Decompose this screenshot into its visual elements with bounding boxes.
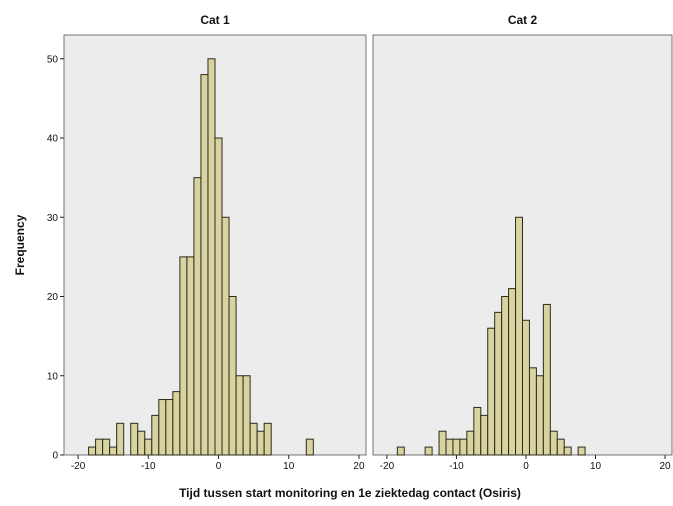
histogram-bar bbox=[424, 446, 433, 456]
histogram-bar bbox=[242, 375, 251, 456]
histogram-bar bbox=[487, 327, 496, 456]
histogram-bar bbox=[158, 399, 167, 456]
x-tick-label: -10 bbox=[141, 461, 156, 472]
histogram-bar bbox=[116, 422, 125, 456]
histogram-bar bbox=[249, 422, 258, 456]
histogram-bar bbox=[396, 446, 405, 456]
histogram-bar bbox=[577, 446, 586, 456]
histogram-bar bbox=[235, 375, 244, 456]
histogram-bar bbox=[200, 74, 209, 456]
histogram-bar bbox=[535, 375, 544, 456]
histogram-bar bbox=[563, 446, 572, 456]
histogram-bar bbox=[207, 58, 216, 456]
panel-title: Cat 1 bbox=[200, 13, 230, 27]
y-tick-label: 50 bbox=[47, 54, 59, 65]
panel-2: Cat 2 -20 -10 0 10 20 bbox=[372, 13, 673, 472]
histogram-bar bbox=[452, 438, 461, 456]
histogram-bar bbox=[549, 430, 558, 456]
x-tick-label: 20 bbox=[659, 461, 671, 472]
histogram-bar bbox=[542, 303, 551, 456]
histogram-bar bbox=[508, 288, 517, 456]
histogram-bar bbox=[494, 311, 503, 456]
histogram-bar bbox=[193, 177, 202, 456]
histogram-bar bbox=[445, 438, 454, 456]
x-axis-label: Tijd tussen start monitoring en 1e ziekt… bbox=[179, 486, 521, 500]
histogram-bar bbox=[221, 216, 230, 456]
panel-1: Cat 1 -20 -10 0 10 20 0 10 20 30 40 50 bbox=[47, 13, 367, 472]
histogram-bar bbox=[228, 296, 237, 456]
histogram-bar bbox=[179, 256, 188, 456]
histogram-bar bbox=[459, 438, 468, 456]
x-tick-label: 20 bbox=[353, 461, 365, 472]
x-tick-label: 10 bbox=[590, 461, 602, 472]
histogram-bar bbox=[480, 414, 489, 456]
histogram-bar bbox=[165, 399, 174, 456]
y-tick-label: 30 bbox=[47, 213, 59, 224]
y-tick-label: 40 bbox=[47, 134, 59, 145]
histogram-bar bbox=[137, 430, 146, 456]
histogram-bar bbox=[109, 446, 118, 456]
panels-group: Cat 1 -20 -10 0 10 20 0 10 20 30 40 50 Cat 2 -20 -10 0 1… bbox=[47, 13, 673, 472]
x-tick-label: -20 bbox=[380, 461, 395, 472]
histogram-bar bbox=[214, 137, 223, 456]
y-tick-label: 0 bbox=[52, 451, 58, 462]
histogram-bar bbox=[172, 391, 181, 456]
histogram-bar bbox=[528, 367, 537, 456]
histogram-bar bbox=[556, 438, 565, 456]
histogram-bar bbox=[466, 430, 475, 456]
histogram-bar bbox=[102, 438, 111, 456]
histogram-bar bbox=[144, 438, 153, 456]
histogram-bar bbox=[130, 422, 139, 456]
x-tick-label: -20 bbox=[71, 461, 86, 472]
histogram-bar bbox=[501, 296, 510, 456]
histogram-bar bbox=[256, 430, 265, 456]
histogram-bar bbox=[522, 319, 530, 456]
panel-title: Cat 2 bbox=[508, 13, 538, 27]
x-tick-label: -10 bbox=[449, 461, 464, 472]
histogram-bar bbox=[88, 446, 97, 456]
histogram-bar bbox=[438, 430, 447, 456]
y-tick-label: 20 bbox=[47, 292, 59, 303]
y-tick-label: 10 bbox=[47, 371, 59, 382]
x-tick-label: 10 bbox=[283, 461, 295, 472]
x-tick-label: 0 bbox=[216, 461, 222, 472]
histogram-bar bbox=[186, 256, 195, 456]
y-axis-label: Frequency bbox=[13, 214, 27, 275]
x-tick-label: 0 bbox=[523, 461, 529, 472]
histogram-bar bbox=[515, 216, 523, 456]
histogram-bar bbox=[95, 438, 104, 456]
histogram-bar bbox=[263, 422, 272, 456]
histogram-bar bbox=[473, 406, 482, 456]
histogram-bar bbox=[305, 438, 314, 456]
histogram-bar bbox=[151, 414, 160, 456]
